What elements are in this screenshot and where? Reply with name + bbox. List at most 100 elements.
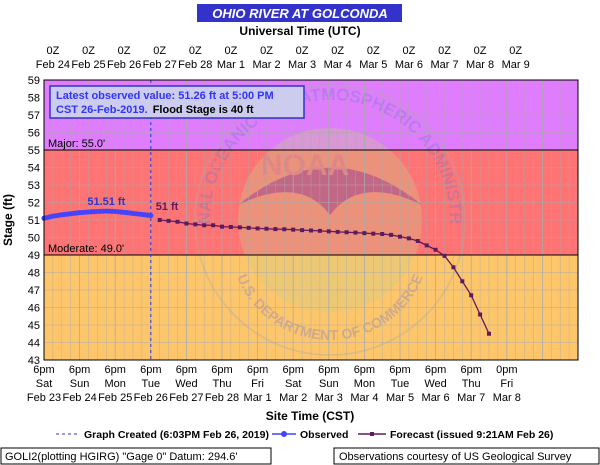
bottom-tick-time: 6pm <box>140 364 161 376</box>
y-tick-label: 56 <box>28 128 40 140</box>
top-tick-date: Mar 6 <box>395 59 423 71</box>
bottom-tick-date: Feb 23 <box>27 392 61 404</box>
top-tick-label: 0Z <box>331 45 344 57</box>
forecast-point <box>193 222 198 227</box>
bottom-tick-time: 6pm <box>247 364 268 376</box>
threshold-label: Major: 55.0' <box>48 138 105 150</box>
y-tick-label: 55 <box>28 145 40 157</box>
bottom-tick-time: 6pm <box>33 364 54 376</box>
forecast-point <box>460 279 465 284</box>
top-tick-date: Mar 8 <box>466 59 494 71</box>
seal-bird-shape <box>238 167 422 215</box>
top-tick-label: 0Z <box>474 45 487 57</box>
top-tick-label: 0Z <box>509 45 522 57</box>
top-tick-label: 0Z <box>46 45 59 57</box>
observed-series <box>41 208 154 221</box>
top-tick-label: 0Z <box>82 45 95 57</box>
forecast-point <box>326 229 331 234</box>
bottom-tick-time: 6pm <box>460 364 481 376</box>
forecast-point <box>335 229 340 234</box>
bottom-tick-time: 0pm <box>496 364 517 376</box>
bottom-axis-ticks: 6pm Sat Feb 23 6pm Sun Feb 24 6pm Mon Feb 25 6pm T… <box>27 364 521 404</box>
forecast-point <box>344 230 349 235</box>
forecast-point <box>398 234 402 239</box>
y-tick-label: 59 <box>28 75 40 87</box>
top-tick-date: Mar 3 <box>288 59 316 71</box>
forecast-point <box>211 223 216 228</box>
forecast-point <box>264 226 269 231</box>
forecast-point <box>220 224 224 229</box>
legend-observed-marker <box>281 431 287 437</box>
top-tick-date: Mar 5 <box>359 59 387 71</box>
bottom-tick-date: Mar 5 <box>386 392 414 404</box>
y-tick-label: 54 <box>28 163 40 175</box>
bottom-tick-day: Mon <box>104 378 125 390</box>
y-tick-label: 52 <box>28 198 40 210</box>
bottom-tick-date: Mar 2 <box>279 392 307 404</box>
bottom-tick-time: 6pm <box>176 364 197 376</box>
y-tick-label: 47 <box>28 285 40 297</box>
top-tick-date: Feb 26 <box>107 59 141 71</box>
bottom-tick-day: Sun <box>319 378 339 390</box>
forecast-point <box>246 225 251 230</box>
y-axis-title: Stage (ft) <box>1 194 15 246</box>
title-bar <box>197 4 402 22</box>
legend-observed-label: Observed <box>300 429 348 441</box>
bottom-tick-date: Mar 7 <box>457 392 485 404</box>
bottom-tick-day: Wed <box>175 378 197 390</box>
forecast-point <box>175 219 180 224</box>
plot-frame <box>43 79 579 361</box>
top-tick-date: Feb 27 <box>143 59 177 71</box>
top-tick-label: 0Z <box>367 45 380 57</box>
forecast-point <box>442 253 447 258</box>
forecast-point <box>362 231 367 236</box>
forecast-point <box>273 227 278 232</box>
forecast-point <box>469 293 474 298</box>
forecast-point <box>406 236 411 241</box>
top-tick-label: 0Z <box>296 45 309 57</box>
top-tick-label: 0Z <box>438 45 451 57</box>
top-tick-label: 0Z <box>224 45 237 57</box>
y-tick-label: 46 <box>28 303 40 315</box>
top-tick-date: Mar 2 <box>252 59 280 71</box>
legend-forecast-marker <box>370 432 374 436</box>
legend: Graph Created (6:03PM Feb 26, 2019) Obse… <box>56 429 553 441</box>
y-tick-label: 58 <box>28 93 40 105</box>
bottom-axis-title: Site Time (CST) <box>266 409 354 423</box>
chart-title: OHIO RIVER AT GOLCONDA <box>212 6 388 21</box>
forecast-point <box>184 221 189 226</box>
forecast-point <box>389 232 394 237</box>
top-tick-label: 0Z <box>402 45 415 57</box>
forecast-point <box>202 223 207 228</box>
bottom-tick-date: Mar 6 <box>422 392 450 404</box>
top-axis-ticks: 0Z Feb 24 0Z Feb 25 0Z Feb 26 0Z Feb 27 0Z Feb 28… <box>36 45 530 71</box>
y-axis-ticks: 43 44 45 46 47 48 49 50 51 52 53 54 55 56 57 58 59 <box>28 75 40 367</box>
forecast-point <box>309 228 313 233</box>
info-box-line1: Latest observed value: 51.26 ft at 5:00 … <box>56 90 274 102</box>
forecast-point <box>433 247 438 252</box>
forecast-point <box>157 218 162 222</box>
y-tick-label: 57 <box>28 110 40 122</box>
footer-left-text: GOLI2(plotting HGIRG) "Gage 0" Datum: 29… <box>5 451 237 463</box>
bottom-tick-date: Mar 1 <box>244 392 272 404</box>
footer-right-text: Observations courtesy of US Geological S… <box>339 451 572 463</box>
y-tick-label: 49 <box>28 250 40 262</box>
observed-peak-label: 51.51 ft <box>87 196 125 208</box>
info-box-line2: CST 26-Feb-2019. Flood Stage is 40 ft <box>56 104 254 116</box>
bottom-tick-time: 6pm <box>318 364 339 376</box>
info-box-flood-stage: Flood Stage is 40 ft <box>153 104 254 116</box>
forecast-point <box>291 227 296 232</box>
footer-left-box <box>0 447 272 465</box>
threshold-label: Moderate: 49.0' <box>48 243 124 255</box>
top-tick-date: Feb 28 <box>178 59 212 71</box>
bottom-tick-date: Feb 26 <box>134 392 168 404</box>
y-tick-label: 51 <box>28 215 40 227</box>
bottom-tick-time: 6pm <box>211 364 232 376</box>
bottom-tick-date: Feb 28 <box>205 392 239 404</box>
bottom-tick-time: 6pm <box>389 364 410 376</box>
legend-forecast-label: Forecast (issued 9:21AM Feb 26) <box>390 429 553 441</box>
y-tick-label: 50 <box>28 233 40 245</box>
bottom-tick-time: 6pm <box>282 364 303 376</box>
top-tick-label: 0Z <box>153 45 166 57</box>
top-axis-title: Universal Time (UTC) <box>239 24 360 38</box>
